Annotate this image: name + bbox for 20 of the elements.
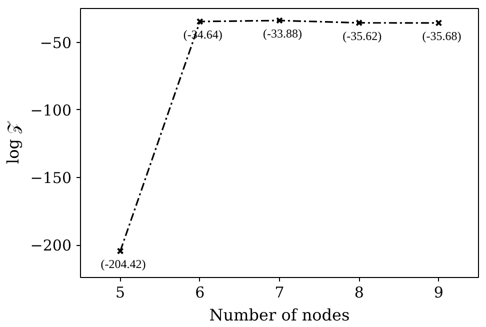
point — [435, 19, 442, 26]
x-tick-label: 8 — [354, 284, 364, 302]
y-tick-label: −150 — [30, 168, 72, 187]
y-tick-label: −50 — [40, 34, 72, 52]
y-tick-label: −200 — [30, 236, 72, 255]
data-label: (-204.42) — [100, 257, 146, 272]
data-label: (-33.88) — [263, 26, 302, 41]
data-label: (-35.68) — [422, 28, 462, 43]
x-tick-label: 9 — [434, 284, 444, 302]
point — [196, 18, 204, 26]
point — [276, 17, 283, 24]
point — [116, 248, 124, 255]
x-tick-label: 5 — [116, 284, 126, 302]
data-label: (-35.62) — [342, 28, 382, 43]
x-axis-title: Number of nodes — [209, 306, 350, 324]
x-tick-label: 7 — [274, 284, 284, 302]
x-tick-label: 6 — [195, 284, 205, 302]
y-axis-title: log 𝒵 — [3, 120, 22, 164]
point — [356, 19, 363, 26]
y-tick-label: −100 — [30, 101, 72, 120]
